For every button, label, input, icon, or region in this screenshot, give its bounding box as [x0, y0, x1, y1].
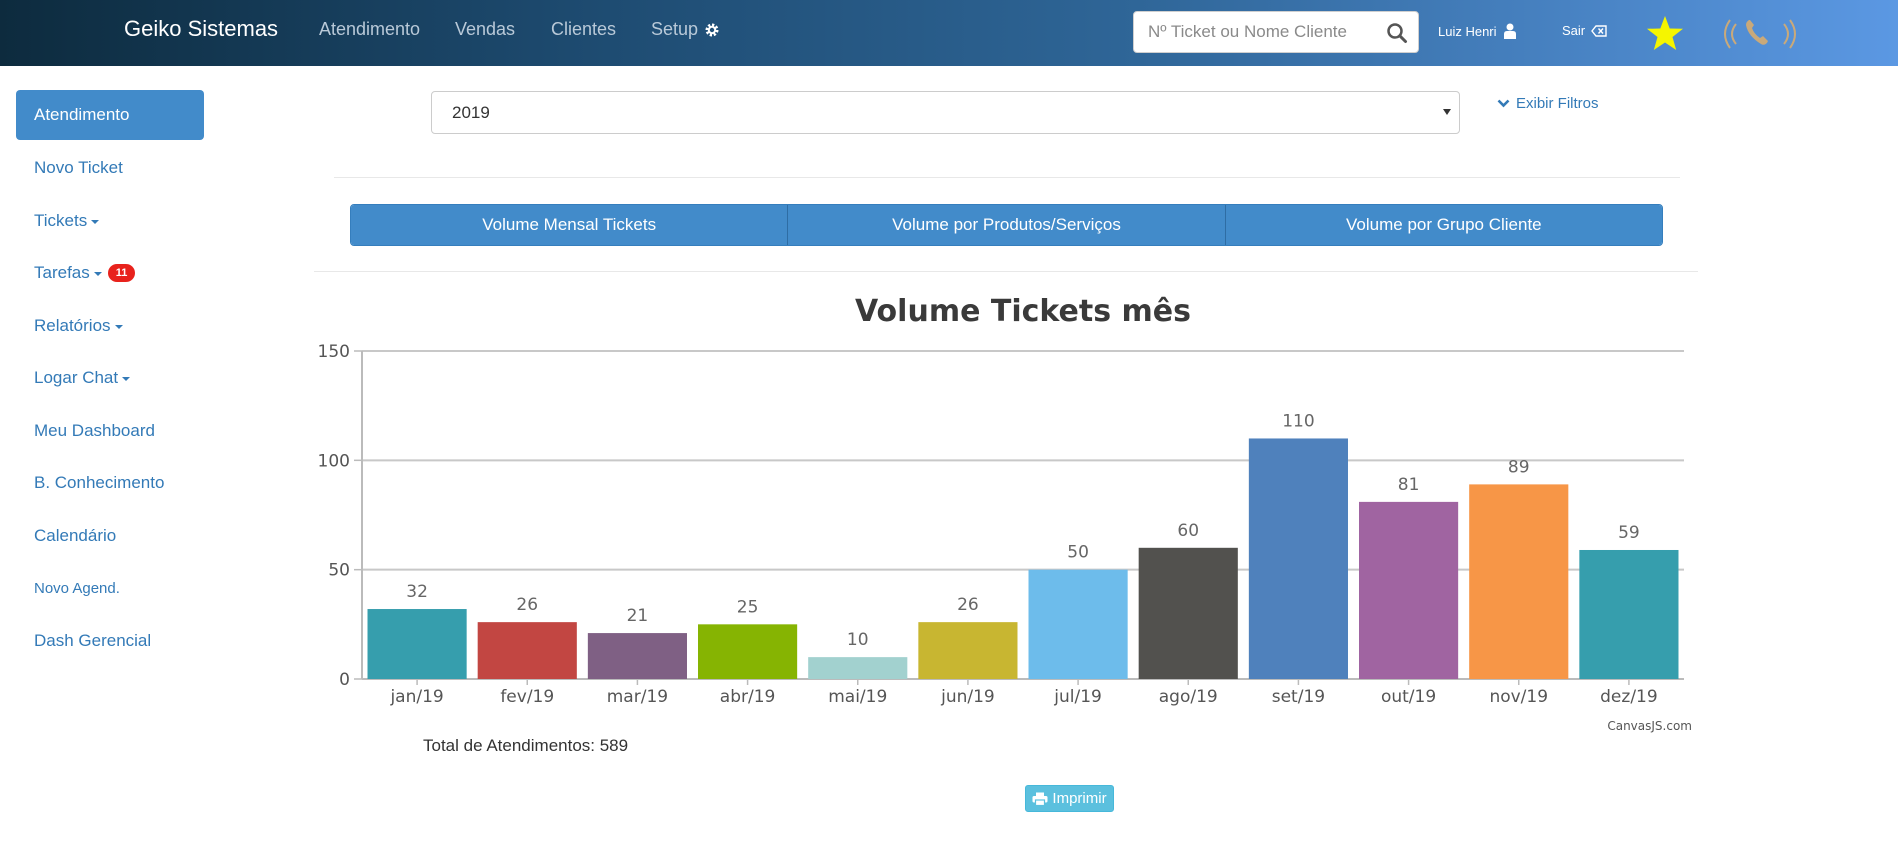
ticket-search [1133, 11, 1419, 53]
data-label: 26 [516, 595, 538, 615]
volume-chart: Volume Tickets mês 0 50 100 150 32 jan/19 26 fev… [318, 294, 1692, 733]
top-navbar: Geiko Sistemas Atendimento Vendas Client… [0, 0, 1898, 66]
sidebar-item-relatorios[interactable]: Relatórios [16, 300, 204, 353]
caret-down-icon [122, 377, 131, 382]
nav-vendas[interactable]: Vendas [455, 19, 516, 39]
y-tick-label: 0 [339, 670, 350, 690]
show-filters-label: Exibir Filtros [1516, 95, 1599, 112]
logout-label: Sair [1562, 23, 1586, 38]
dropdown-arrow-icon [1443, 109, 1451, 115]
x-tick-label: out/19 [1381, 687, 1436, 707]
bar [1248, 438, 1348, 679]
sidebar-item-conhecimento[interactable]: B. Conhecimento [34, 473, 165, 493]
data-label: 81 [1398, 475, 1420, 495]
sidebar-item-dash-gerencial[interactable]: Dash Gerencial [34, 630, 152, 650]
x-tick-label: jan/19 [389, 687, 443, 707]
x-tick-label: fev/19 [500, 687, 554, 707]
sidebar-item-tarefas[interactable]: Tarefas 11 [16, 247, 204, 300]
bar [587, 633, 687, 679]
print-button[interactable]: Imprimir [1025, 785, 1114, 812]
data-label: 10 [847, 630, 869, 650]
year-select-value: 2019 [452, 102, 490, 122]
chevron-down-icon [1497, 99, 1510, 108]
bar [477, 622, 577, 679]
user-name: Luiz Henri [1438, 23, 1497, 39]
data-label: 50 [1067, 543, 1089, 563]
divider [334, 177, 1680, 178]
sidebar-item-atendimento[interactable]: Atendimento [16, 90, 204, 140]
user-icon [1503, 23, 1516, 39]
phone-icon[interactable] [1722, 14, 1798, 54]
nav-clientes[interactable]: Clientes [551, 19, 617, 39]
tab-volume-grupo[interactable]: Volume por Grupo Cliente [1225, 205, 1662, 245]
caret-down-icon [91, 219, 100, 224]
bar [1028, 569, 1128, 679]
data-label: 110 [1282, 411, 1314, 431]
chart-credit: CanvasJS.com [1607, 719, 1692, 733]
bar [367, 609, 467, 679]
search-icon[interactable] [1386, 22, 1408, 44]
bar [918, 622, 1018, 679]
print-label: Imprimir [1052, 790, 1107, 807]
y-tick-label: 150 [318, 342, 350, 362]
x-tick-label: mai/19 [828, 687, 887, 707]
data-label: 26 [957, 595, 979, 615]
x-tick-label: abr/19 [720, 687, 776, 707]
sidebar-item-label: Tarefas [34, 263, 90, 283]
sidebar-item-novo-agend[interactable]: Novo Agend. [34, 579, 120, 597]
nav-setup-label: Setup [651, 19, 699, 39]
sidebar-item-novo-ticket[interactable]: Novo Ticket [34, 158, 123, 178]
tab-volume-mensal[interactable]: Volume Mensal Tickets [351, 205, 789, 245]
brand-logo[interactable]: Geiko Sistemas [124, 16, 279, 41]
sidebar-item-meu-dashboard[interactable]: Meu Dashboard [34, 420, 155, 440]
data-label: 89 [1508, 457, 1530, 477]
user-menu[interactable]: Luiz Henri [1438, 23, 1517, 39]
caret-down-icon [114, 324, 123, 329]
logout-icon [1591, 24, 1607, 37]
gear-icon [705, 23, 719, 36]
bar [698, 624, 798, 679]
data-label: 21 [627, 606, 649, 626]
report-tabs: Volume Mensal Tickets Volume por Produto… [350, 204, 1663, 246]
data-label: 60 [1177, 521, 1199, 541]
divider [314, 271, 1698, 272]
x-tick-label: dez/19 [1600, 687, 1658, 707]
x-tick-label: jul/19 [1053, 687, 1102, 707]
y-tick-label: 50 [328, 561, 350, 581]
tarefas-badge: 11 [107, 264, 136, 283]
star-icon[interactable] [1645, 14, 1685, 54]
x-tick-label: mar/19 [607, 687, 668, 707]
show-filters-link[interactable]: Exibir Filtros [1497, 95, 1599, 112]
sidebar-item-label: Tickets [34, 210, 88, 230]
sidebar-item-tickets[interactable]: Tickets [16, 195, 204, 248]
sidebar-nav: Atendimento Novo Ticket Tickets Tarefas … [16, 90, 204, 667]
sidebar-item-calendario[interactable]: Calendário [34, 525, 117, 545]
x-tick-label: set/19 [1272, 687, 1325, 707]
printer-icon [1032, 792, 1048, 806]
total-atendimentos: Total de Atendimentos: 589 [423, 736, 629, 755]
year-select[interactable]: 2019 [431, 91, 1460, 134]
x-tick-label: nov/19 [1489, 687, 1548, 707]
data-label: 59 [1618, 523, 1640, 543]
nav-setup[interactable]: Setup [651, 19, 720, 40]
x-tick-label: ago/19 [1159, 687, 1218, 707]
bar [1469, 484, 1569, 679]
search-input[interactable] [1134, 13, 1374, 51]
nav-atendimento[interactable]: Atendimento [319, 19, 421, 39]
bar [1138, 547, 1238, 679]
logout-link[interactable]: Sair [1562, 23, 1607, 38]
bar [1579, 549, 1679, 679]
sidebar-item-logar-chat[interactable]: Logar Chat [16, 352, 204, 405]
sidebar-item-label: Relatórios [34, 315, 111, 335]
y-tick-label: 100 [318, 451, 350, 471]
data-label: 25 [737, 597, 759, 617]
data-label: 32 [406, 582, 428, 602]
x-tick-label: jun/19 [940, 687, 995, 707]
sidebar-item-label: Logar Chat [34, 368, 119, 388]
chart-title: Volume Tickets mês [855, 294, 1191, 329]
bar [1359, 501, 1459, 679]
bar [808, 657, 908, 679]
caret-down-icon [93, 272, 102, 277]
tab-volume-produtos[interactable]: Volume por Produtos/Serviços [788, 205, 1226, 245]
